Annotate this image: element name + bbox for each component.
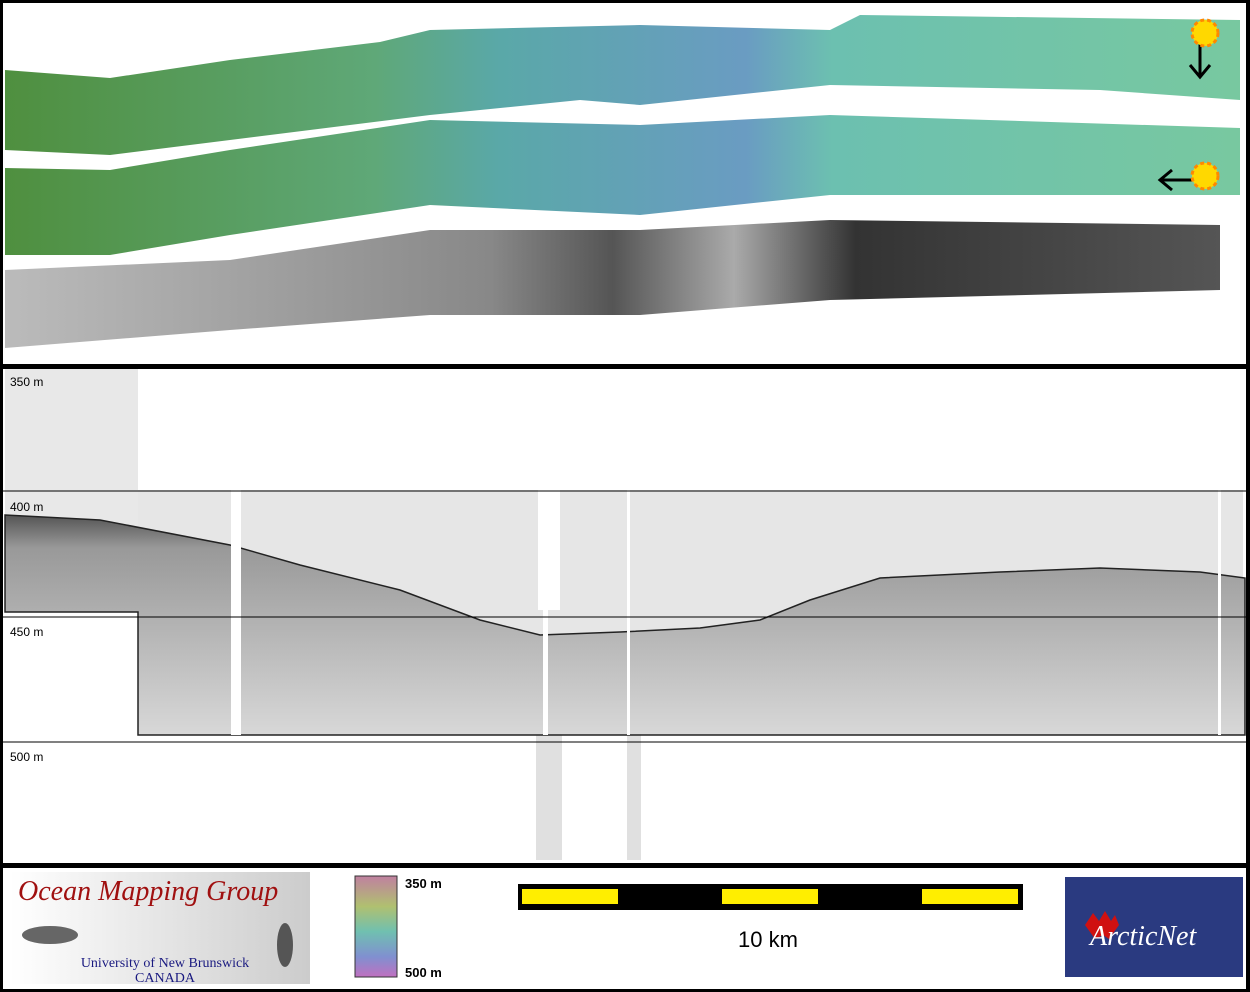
depth-label: 400 m xyxy=(10,500,43,514)
maple-leaf xyxy=(1085,911,1119,939)
colorbar-label: 350 m xyxy=(405,876,442,891)
water-column xyxy=(627,735,641,860)
sun-icon xyxy=(1190,18,1220,191)
depth-label: 350 m xyxy=(10,375,43,389)
logo-graphic xyxy=(277,923,293,967)
arcticnet-label: ArcticNet xyxy=(1088,921,1197,952)
seafloor-profile xyxy=(4,514,1246,736)
scale-bar xyxy=(518,884,1023,910)
logo-title: Ocean Mapping Group xyxy=(18,876,278,907)
logo-university: University of New Brunswick xyxy=(81,956,249,971)
scale-label: 10 km xyxy=(738,927,798,952)
bathymetry-strip xyxy=(5,115,1240,255)
water-column xyxy=(536,735,562,860)
data-gap xyxy=(231,369,1221,735)
depth-label: 500 m xyxy=(10,750,43,764)
backscatter-strip xyxy=(5,220,1220,348)
logo-graphic xyxy=(22,926,78,944)
colorbar-label: 500 m xyxy=(405,965,442,980)
logo-country: CANADA xyxy=(135,971,196,986)
colorbar xyxy=(354,875,398,978)
depth-label: 450 m xyxy=(10,625,43,639)
bathymetry-strip xyxy=(5,15,1240,155)
depth-gridline xyxy=(3,490,1246,743)
